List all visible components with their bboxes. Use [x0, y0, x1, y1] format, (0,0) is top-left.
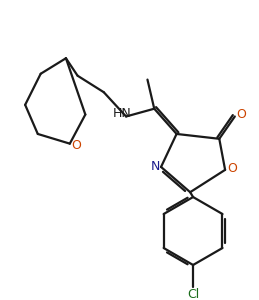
Text: N: N	[150, 160, 160, 173]
Text: Cl: Cl	[187, 288, 199, 300]
Text: O: O	[237, 108, 247, 121]
Text: HN: HN	[113, 107, 132, 120]
Text: O: O	[72, 139, 82, 152]
Text: O: O	[227, 162, 237, 176]
